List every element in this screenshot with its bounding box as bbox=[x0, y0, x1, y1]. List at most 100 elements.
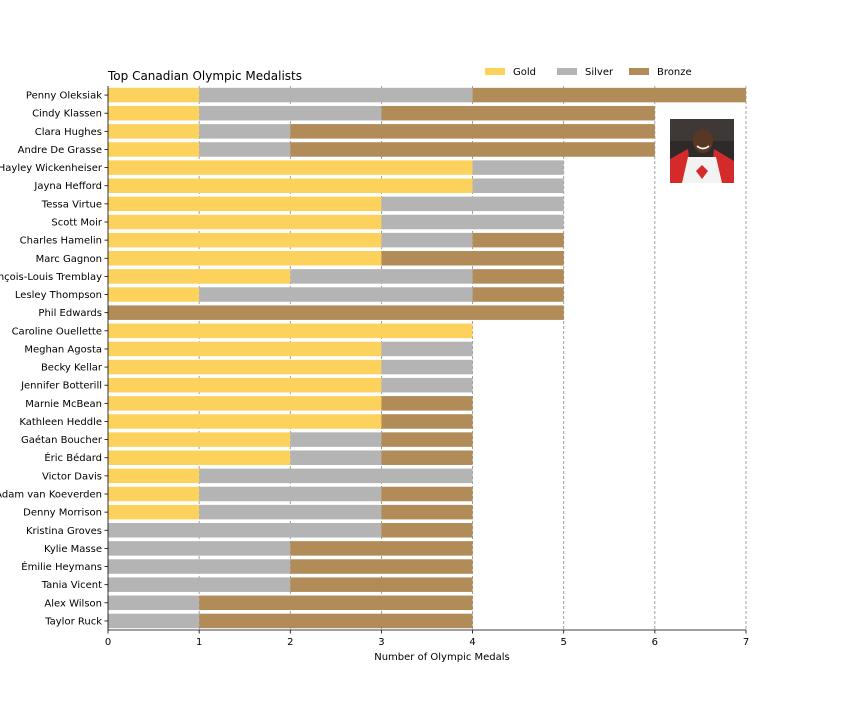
legend-label-silver: Silver bbox=[585, 67, 614, 78]
bar-silver bbox=[381, 232, 473, 248]
legend: Gold Silver Bronze bbox=[485, 67, 692, 78]
y-tick-label: Penny Oleksiak bbox=[26, 91, 102, 102]
bar-silver bbox=[108, 613, 200, 629]
x-axis-label: Number of Olympic Medals bbox=[374, 652, 510, 663]
bar-gold bbox=[108, 450, 291, 465]
bar-bronze bbox=[381, 504, 473, 520]
bar-gold bbox=[108, 251, 382, 266]
grid-layer bbox=[198, 86, 747, 630]
y-tick-label: Gaétan Boucher bbox=[21, 434, 103, 446]
y-tick-label: Charles Hamelin bbox=[20, 236, 102, 247]
axes-layer: Penny Oleksiak Cindy Klassen Clara Hughes A… bbox=[0, 86, 749, 648]
bar-bronze bbox=[199, 613, 473, 629]
legend-swatch-silver bbox=[557, 68, 577, 75]
bar-silver bbox=[290, 450, 382, 465]
athlete-smile bbox=[696, 145, 710, 150]
y-tick-label: Lesley Thompson bbox=[15, 290, 102, 301]
chart-title: Top Canadian Olympic Medalists bbox=[107, 69, 302, 83]
bar-bronze bbox=[472, 232, 564, 248]
legend-swatch-gold bbox=[485, 68, 505, 75]
bar-bronze bbox=[290, 142, 655, 157]
bar-silver bbox=[108, 595, 200, 611]
bar-gold bbox=[108, 196, 382, 212]
bar-bronze bbox=[290, 559, 473, 574]
bar-bronze bbox=[108, 305, 564, 320]
x-tick-label: 0 bbox=[105, 637, 111, 648]
bar-silver bbox=[381, 377, 473, 393]
bar-silver bbox=[199, 87, 473, 103]
x-tick-label: 4 bbox=[469, 637, 475, 648]
y-tick-label: Clara Hughes bbox=[35, 127, 102, 138]
bar-gold bbox=[108, 504, 200, 520]
bar-bronze bbox=[381, 251, 564, 266]
bar-silver bbox=[381, 341, 473, 357]
bar-gold bbox=[108, 178, 473, 193]
bar-gold bbox=[108, 142, 200, 157]
y-tick-label: Caroline Ouellette bbox=[12, 326, 102, 337]
bar-silver bbox=[108, 541, 291, 556]
legend-swatch-bronze bbox=[629, 68, 649, 75]
bar-bronze bbox=[290, 124, 655, 139]
bar-bronze bbox=[290, 541, 473, 556]
bar-bronze bbox=[290, 577, 473, 592]
bar-silver bbox=[108, 523, 382, 538]
y-tick-label: Kathleen Heddle bbox=[19, 417, 102, 428]
bar-gold bbox=[108, 160, 473, 175]
y-tick-label: Phil Edwards bbox=[38, 308, 102, 319]
bar-gold bbox=[108, 124, 200, 139]
bar-silver bbox=[472, 178, 564, 193]
bar-gold bbox=[108, 341, 382, 357]
bar-bronze bbox=[381, 486, 473, 502]
bar-bronze bbox=[381, 396, 473, 411]
bar-gold bbox=[108, 468, 200, 484]
athlete-photo-icon bbox=[670, 119, 734, 183]
bar-silver bbox=[199, 124, 291, 139]
bar-gold bbox=[108, 214, 382, 230]
y-tick-label: Adam van Koeverden bbox=[0, 490, 102, 501]
y-tick-label: Jayna Hefford bbox=[33, 181, 102, 192]
y-tick-label: Tessa Virtue bbox=[41, 199, 102, 210]
y-tick-label: Kristina Groves bbox=[26, 526, 102, 537]
y-tick-label: Tania Vicent bbox=[41, 580, 102, 591]
y-tick-label: Becky Kellar bbox=[41, 363, 103, 374]
y-tick-label: Éric Bédard bbox=[44, 451, 102, 464]
y-tick-label: Marc Gagnon bbox=[36, 254, 102, 265]
bar-silver bbox=[199, 486, 382, 502]
y-tick-label: François-Louis Tremblay bbox=[0, 272, 102, 283]
bar-gold bbox=[108, 287, 200, 302]
bar-gold bbox=[108, 377, 382, 393]
bar-silver bbox=[290, 432, 382, 447]
bar-bronze bbox=[472, 87, 746, 103]
y-tick-label: Cindy Klassen bbox=[32, 109, 102, 120]
bar-bronze bbox=[381, 432, 473, 447]
y-tick-label: Hayley Wickenheiser bbox=[0, 163, 103, 174]
y-tick-label: Émilie Heymans bbox=[21, 560, 102, 573]
bar-bronze bbox=[381, 414, 473, 429]
bar-gold bbox=[108, 396, 382, 411]
bar-gold bbox=[108, 232, 382, 248]
bar-bronze bbox=[199, 595, 473, 611]
bar-silver bbox=[108, 577, 291, 592]
maple-leaf bbox=[696, 165, 708, 179]
bar-gold bbox=[108, 105, 200, 121]
y-tick-label: Kylie Masse bbox=[44, 544, 102, 555]
x-tick-label: 5 bbox=[561, 637, 567, 648]
bar-bronze bbox=[381, 105, 655, 121]
bar-silver bbox=[381, 359, 473, 375]
x-tick-label: 7 bbox=[743, 637, 749, 648]
bar-gold bbox=[108, 323, 473, 339]
bar-gold bbox=[108, 87, 200, 103]
bar-bronze bbox=[381, 450, 473, 465]
bar-gold bbox=[108, 486, 200, 502]
bar-gold bbox=[108, 414, 382, 429]
bar-silver bbox=[472, 160, 564, 175]
y-tick-label: Jennifer Botterill bbox=[20, 381, 102, 392]
y-tick-label: Marnie McBean bbox=[25, 399, 102, 410]
bar-gold bbox=[108, 359, 382, 375]
bar-silver bbox=[199, 468, 473, 484]
y-tick-label: Victor Davis bbox=[42, 471, 102, 482]
bar-silver bbox=[381, 214, 564, 230]
bars-layer bbox=[108, 87, 746, 629]
